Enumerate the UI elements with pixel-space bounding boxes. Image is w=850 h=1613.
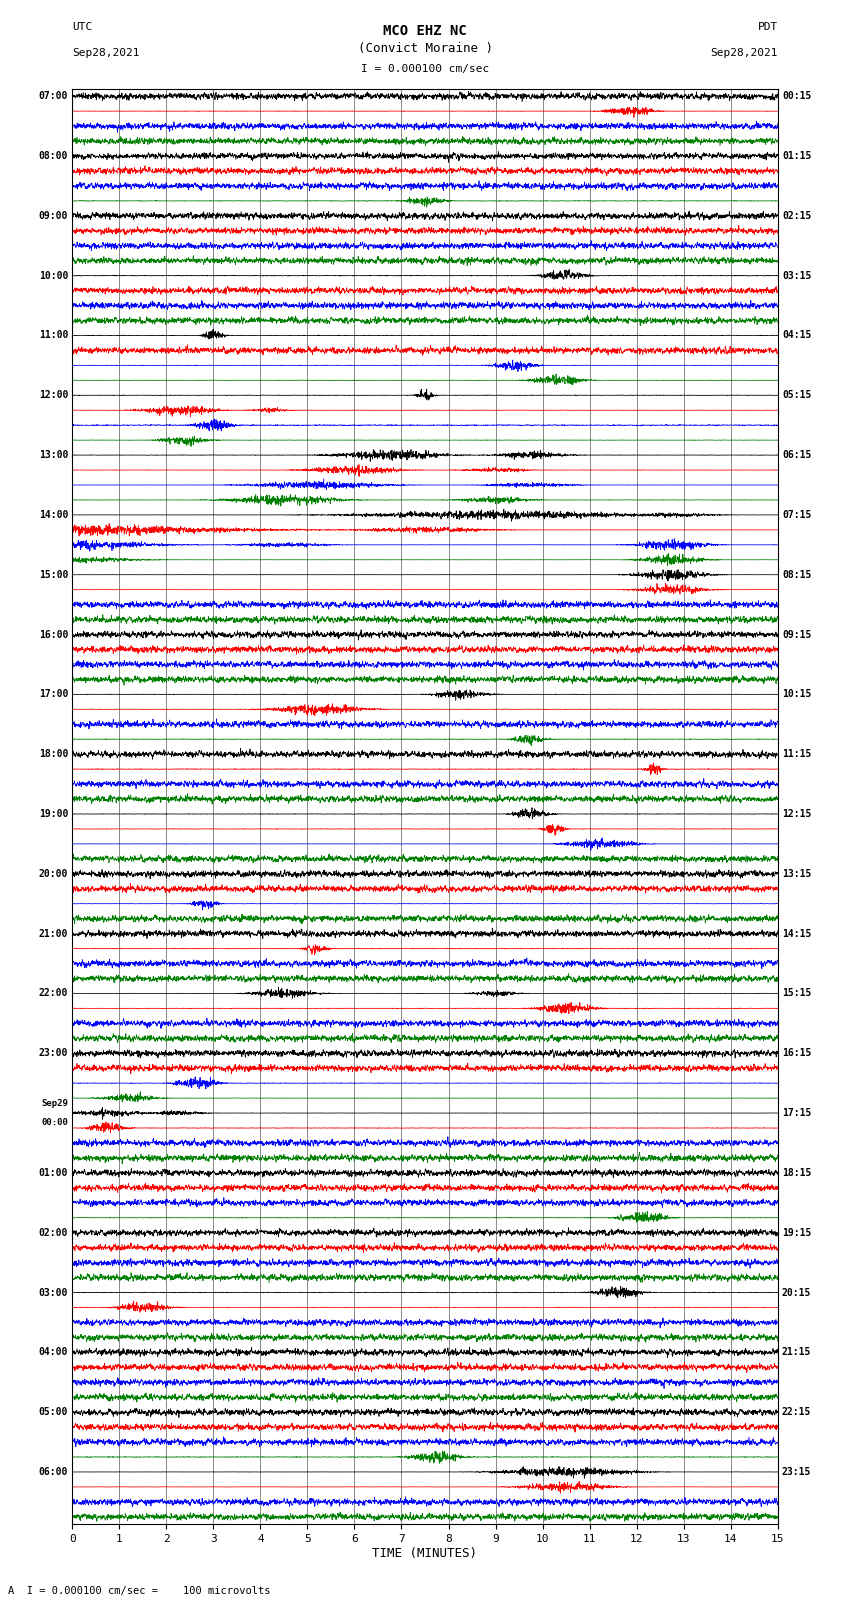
Text: 05:00: 05:00 xyxy=(38,1407,68,1418)
X-axis label: TIME (MINUTES): TIME (MINUTES) xyxy=(372,1547,478,1560)
Text: 13:00: 13:00 xyxy=(38,450,68,460)
Text: 23:00: 23:00 xyxy=(38,1048,68,1058)
Text: 18:00: 18:00 xyxy=(38,748,68,760)
Text: Sep29: Sep29 xyxy=(41,1098,68,1108)
Text: 00:15: 00:15 xyxy=(782,92,812,102)
Text: 08:15: 08:15 xyxy=(782,569,812,579)
Text: 05:15: 05:15 xyxy=(782,390,812,400)
Text: 06:00: 06:00 xyxy=(38,1466,68,1478)
Text: 14:15: 14:15 xyxy=(782,929,812,939)
Text: UTC: UTC xyxy=(72,21,93,32)
Text: 09:15: 09:15 xyxy=(782,629,812,639)
Text: 04:00: 04:00 xyxy=(38,1347,68,1357)
Text: Sep28,2021: Sep28,2021 xyxy=(72,48,139,58)
Text: 04:15: 04:15 xyxy=(782,331,812,340)
Text: 21:00: 21:00 xyxy=(38,929,68,939)
Text: PDT: PDT xyxy=(757,21,778,32)
Text: 10:15: 10:15 xyxy=(782,689,812,700)
Text: 02:15: 02:15 xyxy=(782,211,812,221)
Text: 20:00: 20:00 xyxy=(38,869,68,879)
Text: 03:15: 03:15 xyxy=(782,271,812,281)
Text: 19:00: 19:00 xyxy=(38,810,68,819)
Text: 01:15: 01:15 xyxy=(782,152,812,161)
Text: 14:00: 14:00 xyxy=(38,510,68,519)
Text: 08:00: 08:00 xyxy=(38,152,68,161)
Text: 16:15: 16:15 xyxy=(782,1048,812,1058)
Text: 09:00: 09:00 xyxy=(38,211,68,221)
Text: 03:00: 03:00 xyxy=(38,1287,68,1297)
Text: 02:00: 02:00 xyxy=(38,1227,68,1237)
Text: 12:00: 12:00 xyxy=(38,390,68,400)
Text: 21:15: 21:15 xyxy=(782,1347,812,1357)
Text: 18:15: 18:15 xyxy=(782,1168,812,1177)
Text: A  I = 0.000100 cm/sec =    100 microvolts: A I = 0.000100 cm/sec = 100 microvolts xyxy=(8,1586,271,1595)
Text: I = 0.000100 cm/sec: I = 0.000100 cm/sec xyxy=(361,65,489,74)
Text: 12:15: 12:15 xyxy=(782,810,812,819)
Text: (Convict Moraine ): (Convict Moraine ) xyxy=(358,42,492,55)
Text: 22:15: 22:15 xyxy=(782,1407,812,1418)
Text: 10:00: 10:00 xyxy=(38,271,68,281)
Text: 20:15: 20:15 xyxy=(782,1287,812,1297)
Text: 11:00: 11:00 xyxy=(38,331,68,340)
Text: MCO EHZ NC: MCO EHZ NC xyxy=(383,24,467,39)
Text: 23:15: 23:15 xyxy=(782,1466,812,1478)
Text: Sep28,2021: Sep28,2021 xyxy=(711,48,778,58)
Text: 16:00: 16:00 xyxy=(38,629,68,639)
Text: 07:00: 07:00 xyxy=(38,92,68,102)
Text: 11:15: 11:15 xyxy=(782,748,812,760)
Text: 22:00: 22:00 xyxy=(38,989,68,998)
Text: 17:00: 17:00 xyxy=(38,689,68,700)
Text: 13:15: 13:15 xyxy=(782,869,812,879)
Text: 15:00: 15:00 xyxy=(38,569,68,579)
Text: 17:15: 17:15 xyxy=(782,1108,812,1118)
Text: 19:15: 19:15 xyxy=(782,1227,812,1237)
Text: 06:15: 06:15 xyxy=(782,450,812,460)
Text: 15:15: 15:15 xyxy=(782,989,812,998)
Text: 01:00: 01:00 xyxy=(38,1168,68,1177)
Text: 00:00: 00:00 xyxy=(41,1118,68,1127)
Text: 07:15: 07:15 xyxy=(782,510,812,519)
